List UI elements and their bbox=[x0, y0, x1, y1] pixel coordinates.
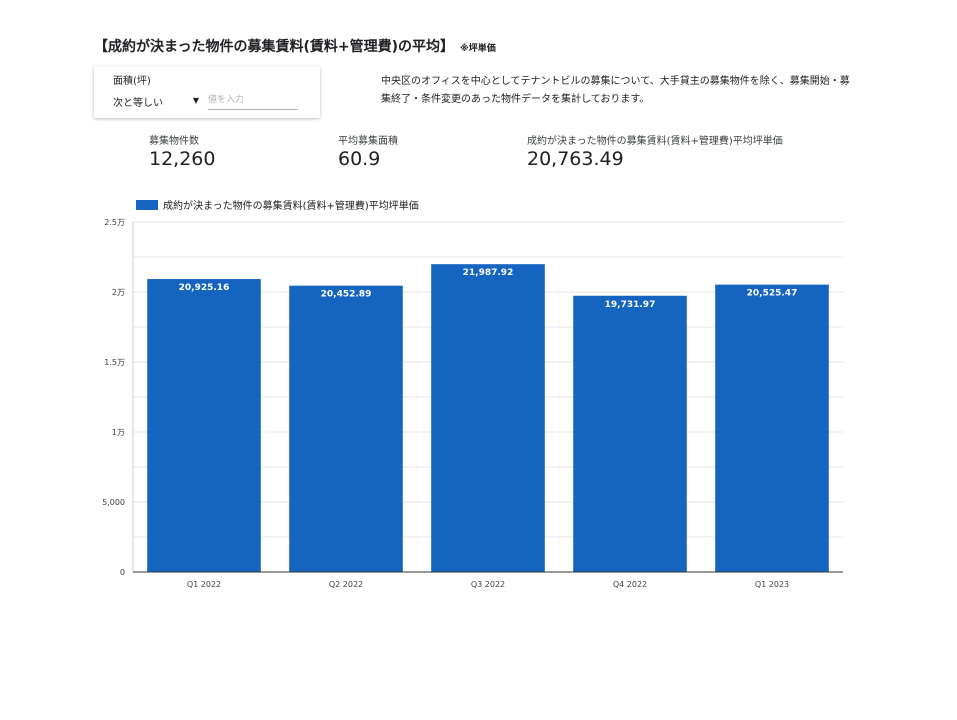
data-label: 20,452.89 bbox=[321, 290, 372, 300]
bar bbox=[431, 264, 545, 572]
y-tick-label: 1.5万 bbox=[104, 358, 125, 367]
kpi-average-area: 平均募集面積 60.9 bbox=[338, 132, 398, 170]
page-title-text: 【成約が決まった物件の募集賃料(賃料+管理費)の平均】 bbox=[94, 39, 454, 55]
data-label: 21,987.92 bbox=[463, 268, 514, 278]
data-label: 20,925.16 bbox=[179, 283, 230, 293]
description-text: 中央区のオフィスを中心としてテナントビルの募集について、大手貸主の募集物件を除く… bbox=[381, 76, 850, 105]
kpi-value: 12,260 bbox=[149, 148, 216, 170]
x-tick-label: Q2 2022 bbox=[329, 580, 363, 589]
page-title: 【成約が決まった物件の募集賃料(賃料+管理費)の平均】 ※坪単価 bbox=[94, 36, 496, 56]
y-tick-label: 2.5万 bbox=[104, 218, 125, 227]
kpi-label: 平均募集面積 bbox=[338, 136, 398, 147]
bar bbox=[147, 279, 261, 572]
kpi-listing-count: 募集物件数 12,260 bbox=[149, 132, 215, 170]
filter-label: 面積(坪) bbox=[113, 76, 151, 87]
filter-value-input[interactable] bbox=[208, 91, 298, 110]
data-label: 20,525.47 bbox=[747, 289, 798, 299]
chart-legend[interactable]: 成約が決まった物件の募集賃料(賃料+管理費)平均坪単価 bbox=[136, 197, 419, 212]
bar bbox=[289, 285, 403, 572]
x-tick-label: Q3 2022 bbox=[471, 580, 505, 589]
y-tick-label: 5,000 bbox=[102, 498, 125, 507]
y-tick-label: 1万 bbox=[112, 428, 125, 437]
filter-operator-select[interactable]: 次と等しい ▼ bbox=[113, 94, 199, 110]
legend-swatch bbox=[136, 199, 158, 210]
kpi-label: 成約が決まった物件の募集賃料(賃料+管理費)平均坪単価 bbox=[527, 136, 783, 147]
y-tick-label: 2万 bbox=[112, 288, 125, 297]
area-filter-control: 面積(坪) 次と等しい ▼ bbox=[94, 66, 320, 118]
dropdown-arrow-icon: ▼ bbox=[192, 96, 199, 105]
x-tick-label: Q1 2022 bbox=[187, 580, 221, 589]
y-tick-label: 0 bbox=[120, 568, 125, 577]
x-tick-label: Q4 2022 bbox=[613, 580, 647, 589]
legend-label: 成約が決まった物件の募集賃料(賃料+管理費)平均坪単価 bbox=[163, 201, 419, 212]
kpi-value: 60.9 bbox=[338, 148, 381, 170]
kpi-label: 募集物件数 bbox=[149, 136, 199, 147]
data-label: 19,731.97 bbox=[605, 300, 656, 310]
x-tick-label: Q1 2023 bbox=[755, 580, 789, 589]
filter-operator-value: 次と等しい bbox=[113, 98, 163, 109]
kpi-average-unit-price: 成約が決まった物件の募集賃料(賃料+管理費)平均坪単価 20,763.49 bbox=[527, 132, 783, 170]
bar bbox=[573, 295, 687, 572]
bar bbox=[715, 284, 829, 572]
page-title-note: ※坪単価 bbox=[459, 44, 496, 54]
kpi-value: 20,763.49 bbox=[527, 148, 624, 170]
